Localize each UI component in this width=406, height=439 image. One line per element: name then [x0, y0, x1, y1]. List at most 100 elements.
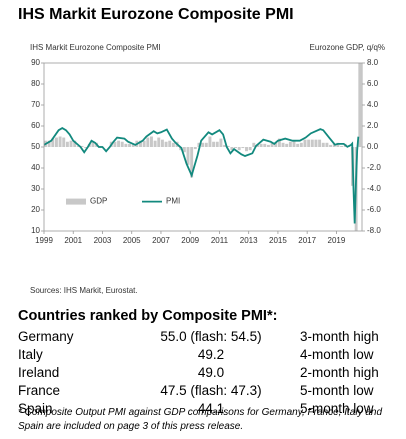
- gdp-bar: [259, 143, 263, 147]
- table-row: Spain 44.1 5-month low: [18, 399, 379, 417]
- gdp-bar: [69, 140, 73, 147]
- gdp-bar: [226, 145, 230, 147]
- y-tick-label: 20: [31, 205, 40, 214]
- y2-tick-label: -8.0: [367, 226, 381, 235]
- gdp-bar: [124, 143, 128, 147]
- ranking-table: Germany 55.0 (flash: 54.5) 3-month high Ita…: [18, 327, 379, 417]
- gdp-bar: [54, 137, 58, 147]
- y2-tick-label: 0.0: [367, 142, 379, 151]
- gdp-bar: [241, 147, 245, 149]
- gdp-bar: [208, 136, 212, 147]
- chart: IHS Markit Eurozone Composite PMI Eurozo…: [30, 43, 385, 245]
- y2-tick-label: -2.0: [367, 163, 381, 172]
- gdp-bar: [303, 139, 307, 147]
- legend-swatch: [66, 198, 86, 205]
- table-cell: Germany: [18, 328, 74, 344]
- gdp-bar: [150, 136, 153, 147]
- legend-label: PMI: [166, 197, 180, 206]
- footnote: * Composite Output PMI against GDP compa…: [18, 407, 383, 432]
- table-cell: 4-month low: [300, 346, 374, 362]
- gdp-bar: [146, 137, 150, 147]
- y2-tick-label: -6.0: [367, 205, 381, 214]
- gdp-bar: [128, 143, 131, 147]
- y2-tick-label: 2.0: [367, 121, 379, 130]
- table-cell: Ireland: [18, 364, 60, 380]
- gdp-bar: [234, 147, 237, 149]
- y-tick-label: 50: [31, 142, 40, 151]
- table-cell: 55.0 (flash: 54.5): [160, 328, 262, 344]
- plot-frame: [43, 62, 363, 232]
- gdp-bar: [76, 145, 80, 147]
- table-cell: 2-month high: [300, 364, 379, 380]
- table-cell: 3-month high: [300, 328, 379, 344]
- gdp-bar: [171, 142, 175, 147]
- table-cell: 47.5 (flash: 47.3): [160, 382, 262, 398]
- table-cell: 5-month low: [300, 382, 374, 398]
- gdp-bar: [80, 145, 84, 147]
- y-tick-label: 70: [31, 100, 40, 109]
- gdp-bar: [245, 147, 248, 152]
- gdp-bar: [113, 141, 117, 147]
- gdp-bar: [274, 142, 278, 147]
- gdp-bar: [318, 139, 322, 147]
- gdp-bar: [299, 142, 303, 147]
- gdp-bar: [51, 138, 55, 147]
- table-row: Ireland 49.0 2-month high: [18, 363, 379, 381]
- gdp-bar: [73, 140, 77, 147]
- gdp-bar: [263, 143, 267, 147]
- table-cell: 44.1: [197, 400, 225, 416]
- table-row: France 47.5 (flash: 47.3) 5-month low: [18, 381, 379, 399]
- source-note: Sources: IHS Markit, Eurostat.: [30, 286, 138, 295]
- table-title: Countries ranked by Composite PMI*:: [18, 308, 278, 324]
- gdp-bars: [44, 63, 362, 231]
- x-tick-label: 1999: [35, 236, 53, 245]
- gdp-bar: [197, 142, 201, 147]
- gdp-bar: [204, 142, 208, 147]
- gdp-bar: [266, 144, 270, 147]
- gdp-bar: [215, 141, 219, 147]
- table-cell: France: [18, 382, 61, 398]
- page-title: IHS Markit Eurozone Composite PMI: [18, 6, 294, 23]
- table-cell: 49.2: [197, 346, 225, 362]
- gdp-bar: [329, 144, 333, 147]
- gdp-bar: [310, 139, 314, 147]
- gdp-bar: [58, 136, 62, 147]
- gdp-bar: [336, 142, 340, 147]
- gdp-bar: [281, 142, 285, 147]
- gdp-bar: [168, 140, 172, 147]
- gdp-bar: [139, 140, 142, 147]
- gdp-bar: [190, 147, 194, 178]
- gdp-bar: [340, 145, 343, 147]
- gdp-bar: [131, 143, 135, 147]
- gdp-bar: [292, 140, 296, 147]
- gdp-bar: [120, 141, 124, 147]
- gdp-bar: [277, 138, 281, 147]
- y2-tick-label: -4.0: [367, 184, 381, 193]
- gdp-bar: [84, 147, 88, 149]
- gdp-bar: [307, 139, 311, 147]
- gdp-bar: [142, 140, 146, 147]
- gdp-bar: [157, 137, 161, 147]
- gdp-bar: [358, 63, 362, 148]
- gdp-bar: [270, 142, 274, 147]
- table-cell: 49.0: [197, 364, 225, 380]
- y-tick-label: 80: [31, 79, 40, 88]
- table-cell: Spain: [18, 400, 53, 416]
- gdp-bar: [153, 140, 157, 147]
- gdp-bar: [219, 138, 223, 147]
- y2-tick-label: 6.0: [367, 79, 379, 88]
- y-axis-label: IHS Markit Eurozone Composite PMI: [30, 43, 161, 52]
- gdp-bar: [288, 141, 292, 147]
- gdp-bar: [256, 144, 259, 147]
- gdp-bar: [160, 139, 164, 147]
- gdp-bar: [248, 147, 252, 151]
- gdp-bar: [285, 143, 289, 147]
- gdp-bar: [314, 139, 318, 147]
- x-tick-label: 2017: [298, 236, 316, 245]
- gdp-bar: [321, 142, 325, 147]
- y-tick-label: 60: [31, 121, 40, 130]
- pmi-line-group: [44, 127, 360, 224]
- x-tick-label: 2015: [269, 236, 287, 245]
- y2-tick-label: 8.0: [367, 58, 379, 67]
